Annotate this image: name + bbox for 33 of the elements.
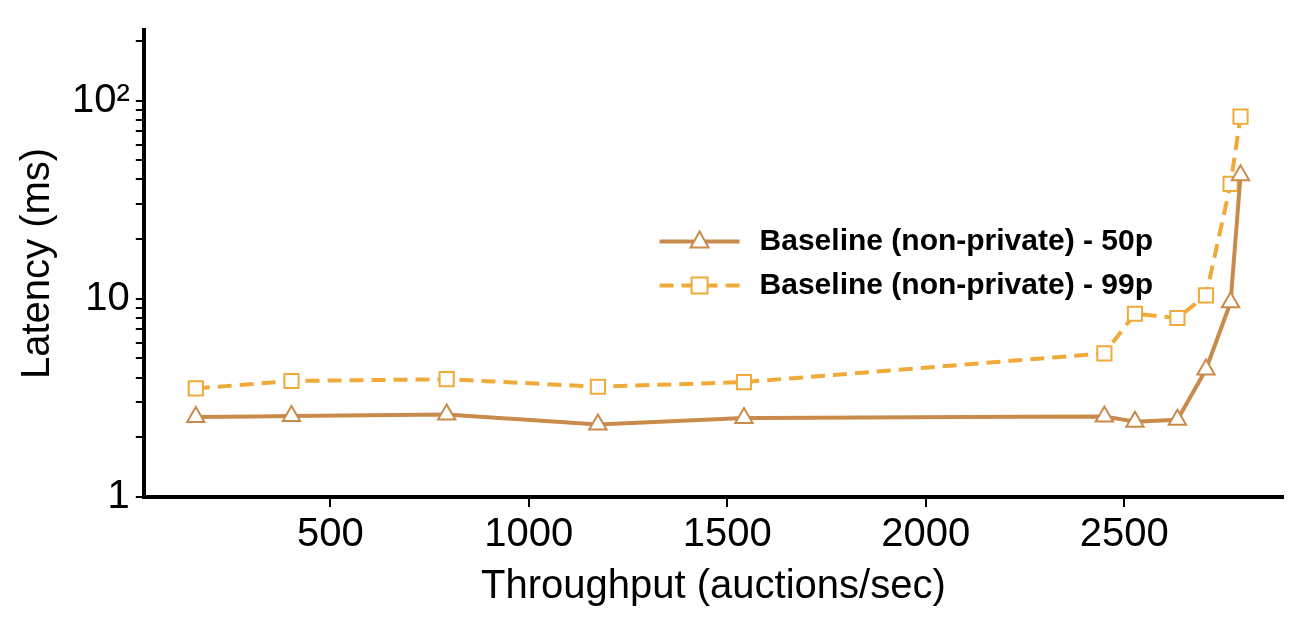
point [187, 380, 204, 397]
y-tick-label: 10² [72, 75, 130, 120]
point [1094, 405, 1115, 423]
x-tick-label: 1500 [682, 510, 772, 555]
point [735, 374, 753, 391]
y-axis-title: Latency (ms) [13, 147, 58, 380]
point [1126, 305, 1144, 322]
y-tick-label: 10 [85, 273, 130, 318]
point [588, 413, 608, 431]
point [186, 406, 206, 424]
point [1169, 309, 1186, 327]
point [437, 403, 457, 421]
x-tick-label: 1000 [484, 510, 574, 555]
y-tick-label: 1 [107, 472, 130, 517]
point [1220, 291, 1241, 309]
legend-label: Baseline (non-private) - 99p [759, 266, 1154, 300]
point [734, 407, 754, 425]
x-tick-label: 2500 [1079, 510, 1169, 555]
point [283, 372, 300, 390]
point [1232, 108, 1249, 125]
point [1230, 164, 1251, 182]
point [438, 371, 455, 388]
point [1196, 358, 1216, 376]
x-tick-label: 500 [296, 510, 364, 555]
legend-label: Baseline (non-private) - 50p [759, 222, 1154, 256]
point [1167, 408, 1188, 426]
point [1197, 287, 1215, 304]
point [1096, 345, 1113, 362]
point [281, 405, 302, 423]
point [589, 378, 606, 395]
x-tick-label: 2000 [881, 510, 971, 555]
point [1125, 410, 1145, 428]
x-axis-title: Throughput (auctions/sec) [481, 562, 946, 607]
